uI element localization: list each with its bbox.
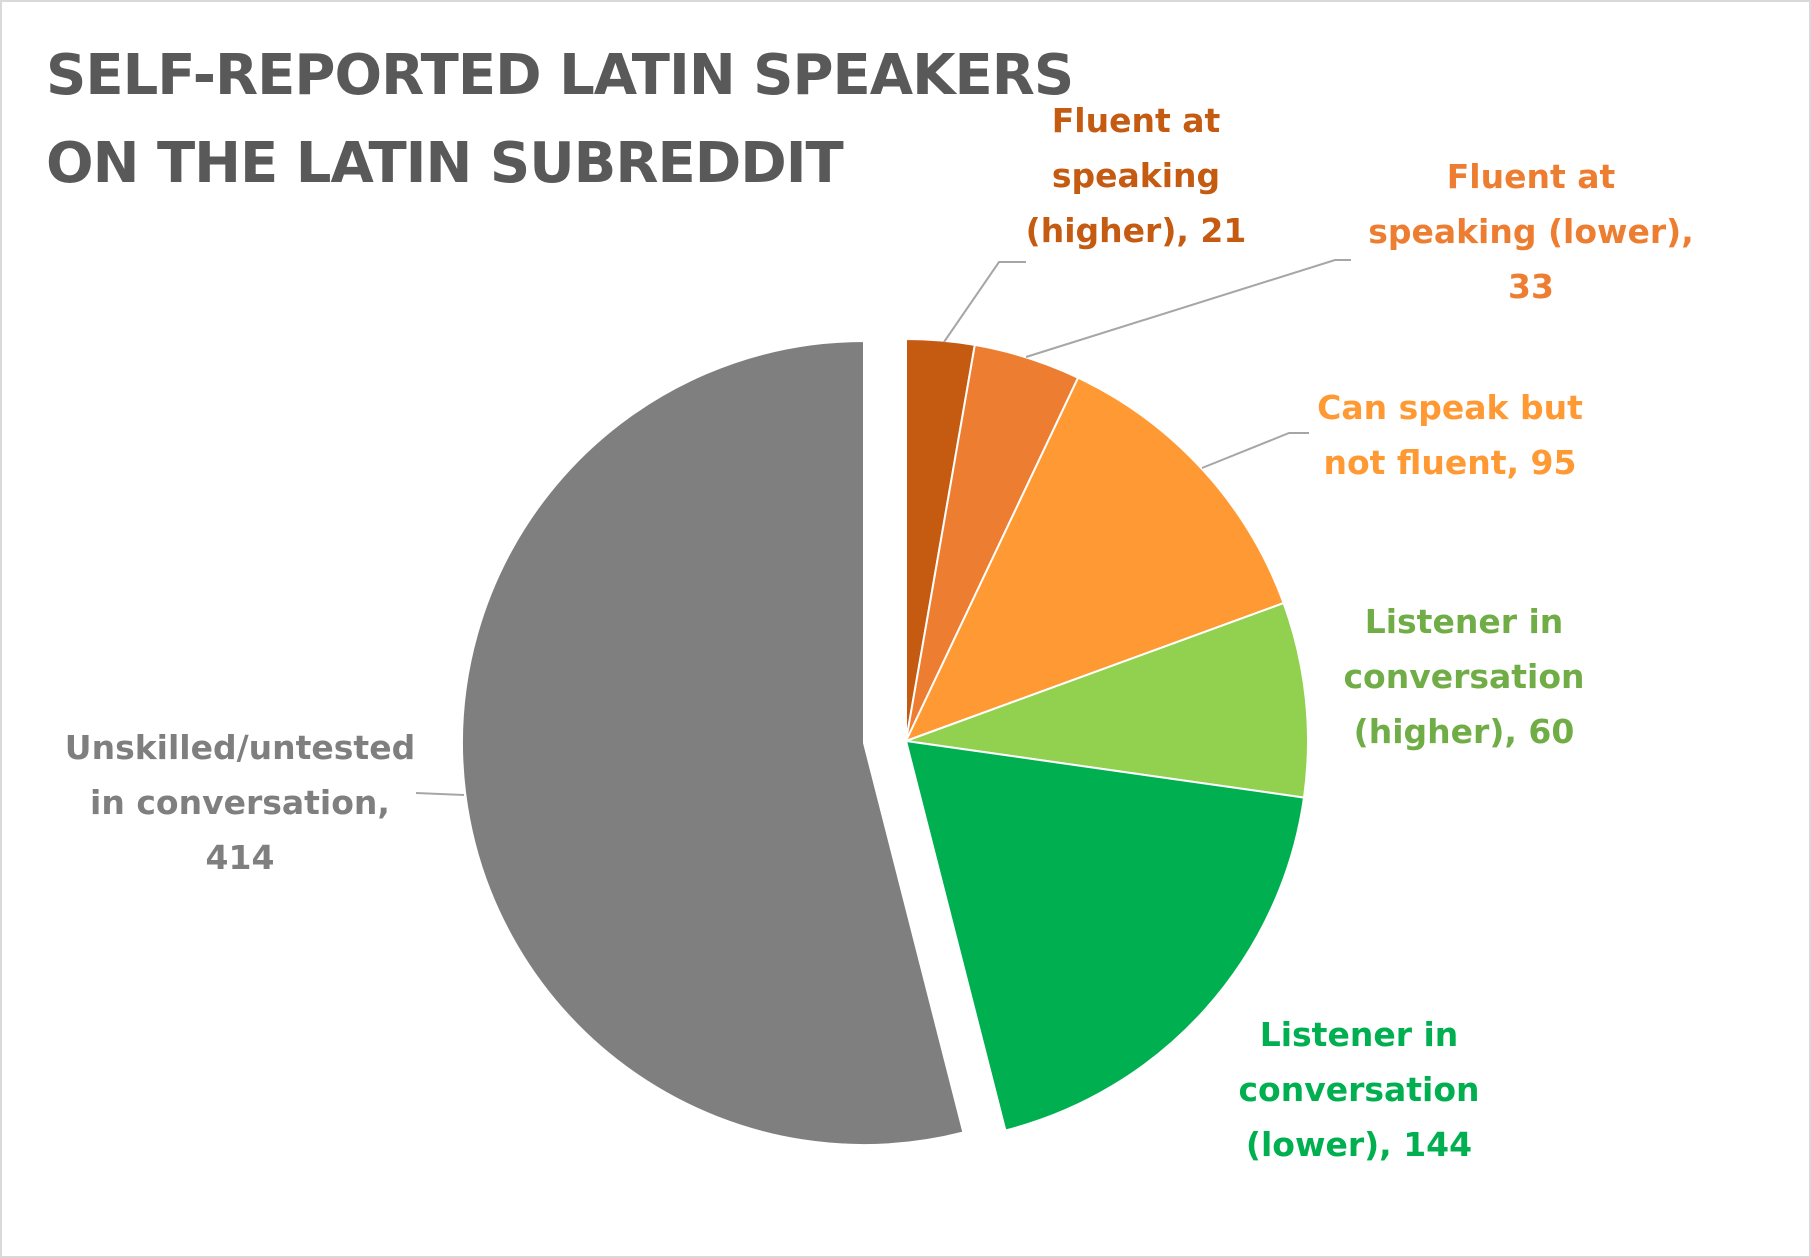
data-label-line: Fluent at (1447, 157, 1616, 196)
chart-title-line-2: ON THE LATIN SUBREDDIT (46, 131, 844, 196)
data-label-4: Listener in conversation (higher), 60 (1343, 602, 1584, 751)
leader-line-3 (1201, 432, 1309, 469)
data-label-line: speaking (1052, 156, 1220, 195)
data-label-line: Unskilled/untested (65, 728, 415, 767)
data-label-line: (higher), 60 (1354, 712, 1575, 751)
data-label-line: in conversation, (90, 783, 390, 822)
data-label-line: (higher), 21 (1026, 211, 1247, 250)
pie-slice-3 (904, 376, 1285, 743)
data-label-line: Listener in (1365, 602, 1564, 641)
pie-slice-5 (904, 739, 1306, 1132)
data-label-line: 414 (206, 838, 275, 877)
data-label-line: (lower), 144 (1246, 1125, 1472, 1164)
chart-title-line-1: SELF-REPORTED LATIN SPEAKERS (46, 43, 1074, 108)
data-label-line: conversation (1343, 657, 1584, 696)
data-label-2: Fluent at speaking (lower), 33 (1368, 157, 1694, 306)
leader-line-1 (943, 261, 1026, 343)
data-label-line: Fluent at (1052, 101, 1221, 140)
data-label-line: Listener in (1260, 1015, 1459, 1054)
data-label-6: Unskilled/untested in conversation, 414 (65, 728, 415, 877)
leader-line-6 (415, 792, 465, 796)
data-label-line: not fluent, 95 (1324, 443, 1577, 482)
chart-title: SELF-REPORTED LATIN SPEAKERS ON THE LATI… (46, 32, 1074, 208)
pie-slice-4 (905, 601, 1309, 799)
data-label-1: Fluent at speaking (higher), 21 (1026, 101, 1247, 250)
data-label-line: Can speak but (1317, 388, 1583, 427)
leader-line-2 (1025, 259, 1351, 358)
data-label-line: conversation (1238, 1070, 1479, 1109)
data-label-line: speaking (lower), (1368, 212, 1694, 251)
data-label-line: 33 (1508, 267, 1554, 306)
pie-slice-6 (461, 339, 965, 1146)
data-label-5: Listener in conversation (lower), 144 (1238, 1015, 1479, 1164)
data-label-3: Can speak but not fluent, 95 (1317, 388, 1583, 482)
